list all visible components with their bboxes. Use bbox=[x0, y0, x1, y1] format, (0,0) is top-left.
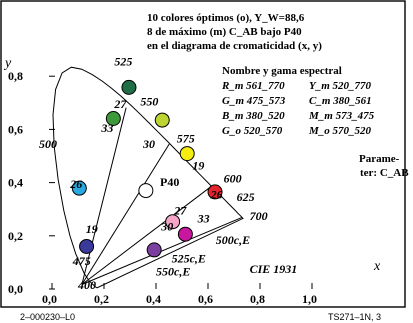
gamut-lines bbox=[81, 107, 243, 285]
spectral-label: 525c,E bbox=[172, 251, 206, 265]
spectral-label: 19 bbox=[192, 158, 204, 172]
color-point-8 bbox=[165, 214, 181, 230]
footer-right: TS271–1N, 3 bbox=[328, 312, 382, 322]
color-point-7 bbox=[207, 184, 223, 200]
spectral-label: 500c,E bbox=[216, 233, 250, 247]
legend-entry-4-right: M_o 570_520 bbox=[308, 125, 372, 137]
y-tick-label: 0,2 bbox=[8, 229, 23, 243]
gamut-line bbox=[81, 185, 212, 285]
side-note-line-1: Parame- bbox=[359, 153, 400, 165]
title-line-1: 10 colores óptimos (o), Y_W=88,6 bbox=[147, 12, 305, 24]
color-point-4 bbox=[121, 79, 137, 95]
spectral-label: 575 bbox=[177, 132, 195, 146]
spectral-label: CIE 1931 bbox=[250, 262, 298, 276]
spectral-label: 525 bbox=[114, 55, 132, 69]
legend-entry-4-left: G_o 520_570 bbox=[222, 125, 283, 137]
color-point-3 bbox=[105, 110, 121, 126]
legend-title: Nombre y gama espectral bbox=[222, 65, 342, 77]
spectral-label: 475 bbox=[72, 254, 91, 268]
footer-left: 2–000230–L0 bbox=[20, 312, 76, 322]
title-line-2: 8 de máximo (m) C_AB bajo P40 bbox=[147, 26, 302, 38]
x-axis-label: x bbox=[373, 259, 381, 274]
center-label: P40 bbox=[160, 175, 179, 189]
plot-frame bbox=[0, 0, 406, 308]
y-axis-label: y bbox=[3, 56, 12, 71]
x-tick-label: 0,8 bbox=[250, 292, 265, 306]
legend-entry-3-right: M_m 573_475 bbox=[308, 110, 375, 122]
color-points bbox=[71, 79, 223, 258]
y-tick-label: 0,8 bbox=[8, 69, 23, 83]
spectral-label: 33 bbox=[100, 121, 113, 135]
y-tick-label: 0,4 bbox=[8, 176, 23, 190]
legend-entry-1-right: Y_m 520_770 bbox=[309, 80, 372, 92]
y-tick-label: 0,6 bbox=[8, 122, 23, 136]
color-point-6 bbox=[179, 146, 195, 162]
spectral-label: 26 bbox=[69, 177, 82, 191]
color-point-2 bbox=[71, 180, 87, 196]
gamut-line bbox=[81, 143, 170, 285]
legend-entry-1-left: R_m 561_770 bbox=[221, 80, 285, 92]
x-tick-label: 1,0 bbox=[302, 292, 317, 306]
white-point bbox=[138, 183, 154, 199]
x-tick-label: 0,4 bbox=[146, 292, 161, 306]
gamut-line bbox=[81, 216, 243, 285]
y-tick-label: 0,0 bbox=[8, 282, 23, 296]
side-note-line-2: ter: C_AB bbox=[360, 167, 409, 179]
legend-entry-2-right: C_m 380_561 bbox=[309, 95, 372, 107]
spectral-label: 33 bbox=[197, 212, 210, 226]
color-point-5 bbox=[154, 112, 170, 128]
color-point-9 bbox=[177, 226, 193, 242]
gamut-line bbox=[81, 107, 127, 285]
x-tick-label: 0,6 bbox=[198, 292, 213, 306]
color-point-1 bbox=[79, 238, 95, 254]
spectral-label: 19 bbox=[86, 222, 98, 236]
spectral-label: 625 bbox=[237, 190, 255, 204]
spectral-label: 550 bbox=[140, 94, 158, 108]
tick-layer: 0,0 0,2 0,4 0,6 0,8 1,0 0,0 0,2 0,4 0,6 0,8 bbox=[8, 69, 317, 306]
spectral-label: 500 bbox=[39, 137, 57, 151]
spectral-label: 600 bbox=[224, 172, 242, 186]
spectral-label: 27 bbox=[113, 97, 127, 111]
title-line-3: en el diagrama de cromaticidad (x, y) bbox=[147, 40, 322, 52]
spectral-label: 550c,E bbox=[156, 265, 190, 279]
spectral-label: 30 bbox=[142, 137, 155, 151]
spectral-label: 26 bbox=[210, 188, 223, 202]
spectral-label: 27 bbox=[173, 204, 187, 218]
spectral-label: 400 bbox=[77, 278, 96, 292]
x-tick-label: 0,0 bbox=[42, 292, 57, 306]
legend-entry-2-left: G_m 475_573 bbox=[222, 95, 286, 107]
x-tick-label: 0,2 bbox=[94, 292, 109, 306]
legend-entry-3-left: B_m 380_520 bbox=[221, 110, 285, 122]
spectral-label: 700 bbox=[250, 209, 268, 223]
color-point-10 bbox=[146, 242, 162, 258]
spectral-label: 30 bbox=[160, 219, 173, 233]
